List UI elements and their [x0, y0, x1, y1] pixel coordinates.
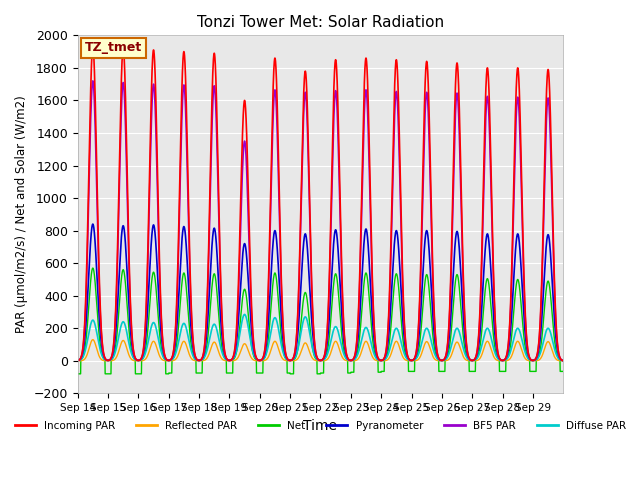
Diffuse PAR — [477, 346, 485, 351]
Text: TZ_tmet: TZ_tmet — [85, 41, 142, 54]
Pyranometer — [453, 228, 461, 234]
Reflected PAR — [175, 351, 182, 357]
Net — [74, 371, 81, 377]
Reflected PAR — [364, 341, 372, 347]
Net — [477, 336, 485, 341]
Net — [89, 265, 97, 271]
Incoming PAR — [338, 276, 346, 282]
Reflected PAR — [74, 358, 81, 364]
Net — [559, 369, 567, 374]
Pyranometer — [490, 314, 497, 320]
Reflected PAR — [453, 339, 461, 345]
Diffuse PAR — [364, 328, 372, 334]
Reflected PAR — [477, 354, 485, 360]
Net — [364, 281, 372, 287]
BF5 PAR — [74, 358, 81, 363]
BF5 PAR — [175, 252, 182, 258]
Pyranometer — [89, 221, 97, 227]
Diffuse PAR — [338, 345, 346, 351]
Line: Incoming PAR: Incoming PAR — [77, 47, 563, 360]
Reflected PAR — [490, 353, 497, 359]
Net — [490, 334, 497, 340]
BF5 PAR — [477, 285, 485, 291]
Line: Reflected PAR: Reflected PAR — [77, 340, 563, 361]
Incoming PAR — [453, 60, 461, 66]
Line: Net: Net — [77, 268, 563, 374]
Net — [453, 272, 461, 277]
Incoming PAR — [89, 44, 97, 49]
Title: Tonzi Tower Met: Solar Radiation: Tonzi Tower Met: Solar Radiation — [197, 15, 444, 30]
Incoming PAR — [490, 273, 497, 278]
Line: BF5 PAR: BF5 PAR — [77, 81, 563, 360]
Net — [338, 335, 346, 340]
Incoming PAR — [364, 94, 372, 100]
Pyranometer — [175, 299, 182, 305]
X-axis label: Time: Time — [303, 419, 337, 432]
BF5 PAR — [364, 121, 372, 127]
Pyranometer — [364, 241, 372, 247]
Incoming PAR — [74, 358, 81, 363]
Diffuse PAR — [490, 345, 497, 351]
Pyranometer — [477, 316, 485, 322]
Reflected PAR — [559, 358, 567, 364]
Incoming PAR — [175, 239, 182, 245]
Incoming PAR — [559, 358, 567, 363]
BF5 PAR — [559, 358, 567, 363]
Reflected PAR — [89, 337, 97, 343]
BF5 PAR — [490, 281, 497, 287]
BF5 PAR — [338, 285, 346, 290]
Diffuse PAR — [559, 358, 567, 363]
Pyranometer — [338, 315, 346, 321]
Incoming PAR — [477, 277, 485, 283]
Legend: Incoming PAR, Reflected PAR, Net, Pyranometer, BF5 PAR, Diffuse PAR: Incoming PAR, Reflected PAR, Net, Pyrano… — [11, 416, 630, 435]
Net — [175, 324, 182, 330]
Line: Diffuse PAR: Diffuse PAR — [77, 314, 563, 360]
Pyranometer — [74, 358, 81, 363]
Reflected PAR — [338, 354, 346, 360]
Diffuse PAR — [74, 358, 81, 363]
Line: Pyranometer: Pyranometer — [77, 224, 563, 360]
Y-axis label: PAR (μmol/m2/s) / Net and Solar (W/m2): PAR (μmol/m2/s) / Net and Solar (W/m2) — [15, 96, 28, 333]
Pyranometer — [559, 358, 567, 363]
Diffuse PAR — [241, 312, 248, 317]
Diffuse PAR — [175, 340, 182, 346]
BF5 PAR — [453, 91, 461, 96]
Diffuse PAR — [453, 325, 461, 331]
BF5 PAR — [89, 78, 97, 84]
